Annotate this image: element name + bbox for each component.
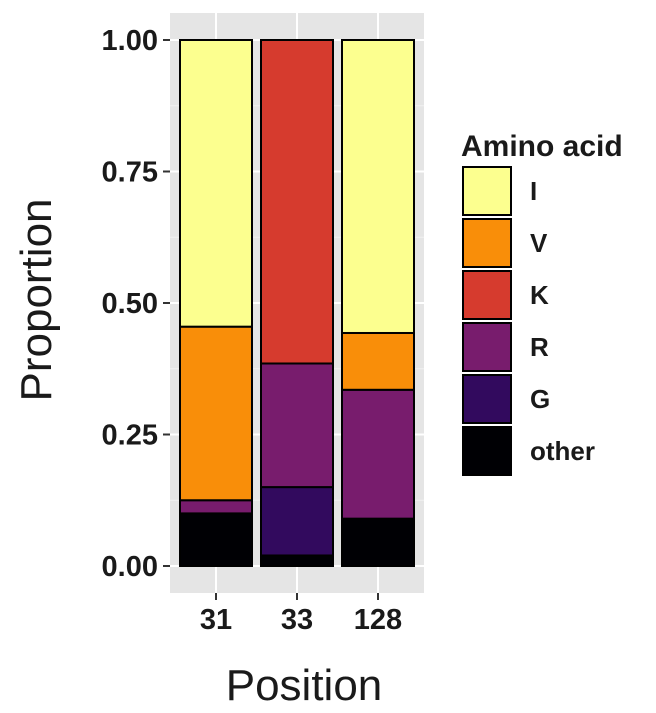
y-tick-label: 0.50 xyxy=(102,288,158,320)
bar-segment-other xyxy=(341,517,415,567)
y-tick-label: 0.75 xyxy=(102,157,158,189)
y-axis: 0.00 0.25 0.50 0.75 1.00 xyxy=(102,25,170,583)
bar-segment-r xyxy=(260,362,334,489)
bar-segment-other xyxy=(179,512,253,568)
bar-segment-i xyxy=(341,39,415,334)
legend-label-k: K xyxy=(530,280,549,310)
bar-segment-v xyxy=(179,325,253,502)
legend-label-other: other xyxy=(530,436,595,466)
legend-label-g: G xyxy=(530,384,550,414)
legend-title: Amino acid xyxy=(461,130,623,163)
bar-segment-g xyxy=(260,486,334,557)
y-tick-label: 1.00 xyxy=(102,25,158,57)
x-axis: 31 33 128 xyxy=(200,593,402,636)
legend-key-other xyxy=(462,426,512,476)
y-tick-label: 0.00 xyxy=(102,551,158,583)
x-axis-title: Position xyxy=(226,661,383,710)
legend-label-r: R xyxy=(530,332,549,362)
legend-label-i: I xyxy=(530,176,537,206)
y-tick-label: 0.25 xyxy=(102,420,158,452)
bar-segment-other xyxy=(260,554,334,567)
bar-segment-r xyxy=(341,388,415,520)
legend-key-k xyxy=(462,270,512,320)
x-tick-label: 33 xyxy=(281,604,313,636)
legend-key-r xyxy=(462,322,512,372)
bar-segment-r xyxy=(179,499,253,515)
x-tick-label: 128 xyxy=(354,604,402,636)
y-axis-title: Proportion xyxy=(12,198,61,401)
legend-key-v xyxy=(462,218,512,268)
x-tick-label: 31 xyxy=(200,604,232,636)
legend-key-g xyxy=(462,374,512,424)
bar-segment-k xyxy=(260,39,334,365)
bar-segment-i xyxy=(179,39,253,328)
bar-segment-v xyxy=(341,331,415,391)
legend-label-v: V xyxy=(530,228,548,258)
legend-key-i xyxy=(462,166,512,216)
bars-group xyxy=(179,39,415,568)
